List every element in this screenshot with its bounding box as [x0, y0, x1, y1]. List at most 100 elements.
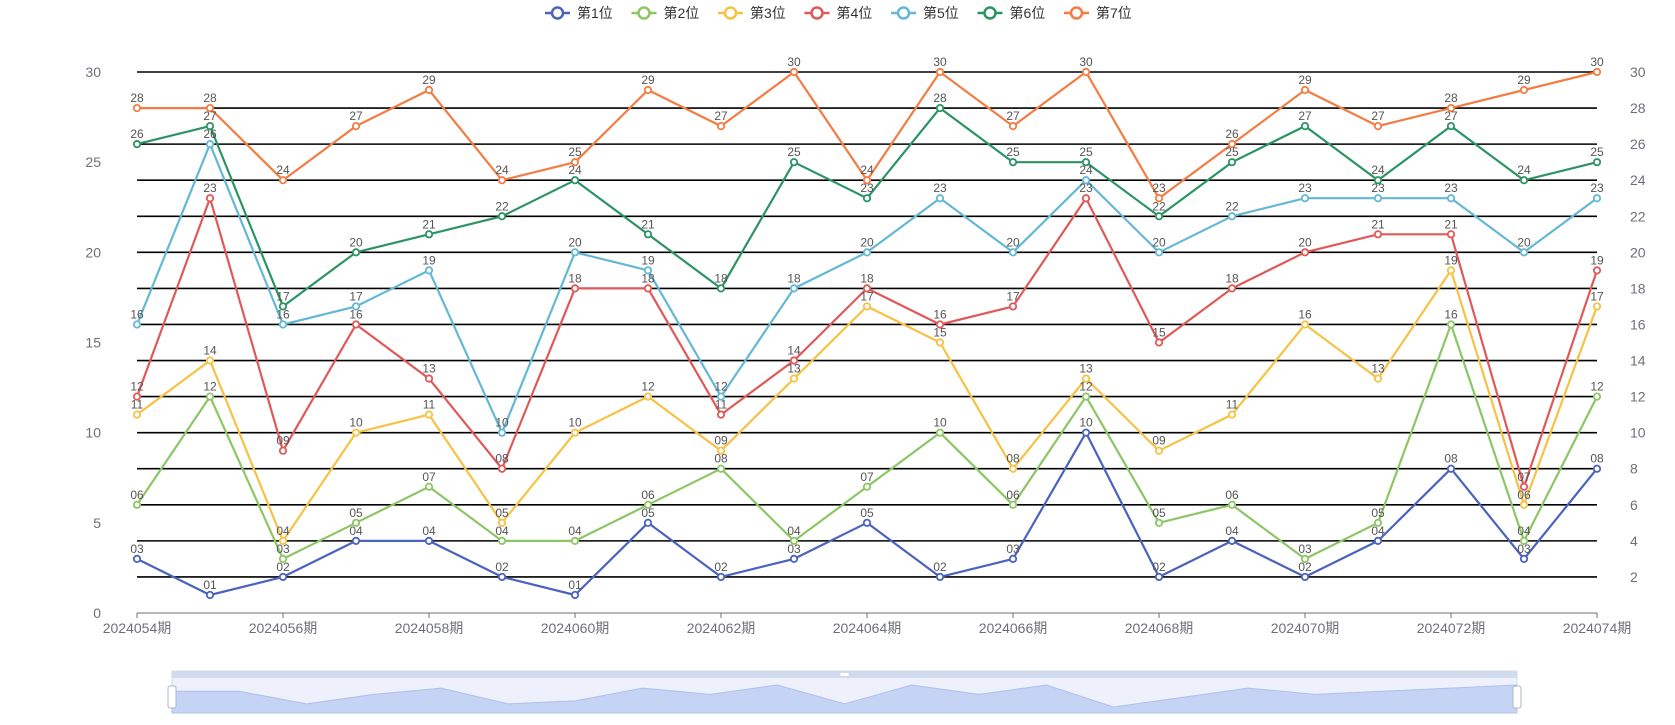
data-label: 27 — [1298, 109, 1312, 123]
zoom-handle-left[interactable] — [167, 685, 177, 709]
data-point — [1154, 446, 1164, 455]
data-point — [862, 518, 872, 527]
legend-label: 第7位 — [1096, 5, 1132, 21]
legend-item-3[interactable]: 第3位 — [718, 5, 786, 21]
data-zoom-slider[interactable] — [167, 670, 1522, 714]
data-point — [1592, 194, 1602, 203]
data-point — [278, 320, 288, 329]
data-label: 29 — [1298, 73, 1312, 87]
data-label: 28 — [203, 91, 217, 105]
data-label: 20 — [1006, 235, 1020, 249]
data-point — [716, 464, 726, 473]
data-point — [935, 572, 945, 582]
x-tick-label: 2024054期 — [103, 620, 172, 636]
data-point — [1519, 536, 1529, 545]
y-tick-label-right: 22 — [1630, 208, 1646, 224]
y-tick-label-right: 10 — [1630, 425, 1646, 441]
data-point — [1008, 500, 1018, 509]
legend-item-4[interactable]: 第4位 — [804, 5, 873, 21]
zoom-handle-right[interactable] — [1512, 685, 1522, 709]
data-label: 16 — [1298, 307, 1312, 321]
legend-item-6[interactable]: 第6位 — [977, 5, 1046, 21]
legend-label: 第4位 — [837, 5, 873, 21]
data-point — [935, 194, 945, 203]
data-label: 23 — [1590, 181, 1604, 195]
data-point — [205, 122, 215, 131]
data-label: 19 — [641, 253, 655, 267]
data-label: 09 — [714, 434, 728, 448]
data-point — [643, 284, 653, 293]
data-label: 06 — [641, 488, 655, 502]
legend-item-2[interactable]: 第2位 — [631, 5, 700, 21]
data-point — [570, 176, 580, 185]
data-point — [789, 67, 799, 77]
data-point — [935, 320, 945, 329]
data-label: 16 — [1444, 307, 1458, 321]
data-point — [1592, 67, 1602, 77]
data-label: 10 — [495, 416, 509, 430]
data-label: 05 — [495, 506, 509, 520]
data-label: 09 — [276, 434, 290, 448]
data-point — [1446, 230, 1456, 239]
legend-item-7[interactable]: 第7位 — [1064, 5, 1132, 21]
data-point — [716, 572, 726, 582]
data-label: 10 — [349, 416, 363, 430]
data-point — [132, 103, 142, 113]
data-label: 03 — [276, 542, 290, 556]
data-point — [1081, 392, 1091, 401]
data-point — [789, 158, 799, 167]
zoom-move-handle[interactable] — [840, 673, 849, 676]
data-point — [1519, 554, 1529, 564]
y-tick-label-left: 10 — [85, 425, 101, 441]
data-point — [643, 392, 653, 401]
data-label: 19 — [1590, 253, 1604, 267]
data-point — [1008, 158, 1018, 167]
data-label: 01 — [568, 578, 582, 592]
data-label: 23 — [933, 181, 947, 195]
data-point — [205, 140, 215, 149]
data-label: 12 — [1590, 380, 1604, 394]
data-point — [1373, 194, 1383, 203]
data-point — [1373, 374, 1383, 383]
y-tick-label-left: 15 — [85, 335, 101, 351]
data-label: 18 — [714, 271, 728, 285]
legend-label: 第5位 — [923, 5, 959, 21]
data-point — [497, 176, 507, 185]
data-label: 11 — [715, 398, 728, 412]
legend-item-1[interactable]: 第1位 — [545, 5, 613, 21]
y-tick-label-left: 30 — [85, 64, 101, 80]
data-point — [1592, 266, 1602, 275]
data-point — [1008, 248, 1018, 257]
data-label: 23 — [1079, 181, 1093, 195]
data-label: 07 — [422, 470, 436, 484]
data-label: 07 — [860, 470, 874, 484]
data-label: 28 — [130, 91, 144, 105]
x-tick-label: 2024064期 — [833, 620, 902, 636]
data-point — [1592, 302, 1602, 311]
data-point — [1227, 410, 1237, 419]
data-point — [1300, 122, 1310, 131]
data-point — [424, 410, 434, 419]
legend-label: 第1位 — [577, 5, 613, 21]
data-point — [1373, 176, 1383, 185]
data-point — [789, 356, 799, 365]
data-point — [1154, 212, 1164, 221]
data-label: 17 — [349, 289, 363, 303]
data-label: 23 — [860, 181, 874, 195]
data-point — [278, 554, 288, 564]
data-label: 27 — [349, 109, 363, 123]
data-point — [1154, 194, 1164, 203]
data-point — [1519, 500, 1529, 509]
legend-marker — [723, 6, 738, 20]
y-tick-label-left: 5 — [93, 515, 101, 531]
data-label: 18 — [641, 271, 655, 285]
legend-item-5[interactable]: 第5位 — [891, 5, 959, 21]
data-label: 24 — [1517, 163, 1531, 177]
data-label: 16 — [349, 307, 363, 321]
data-label: 12 — [203, 380, 217, 394]
data-point — [1300, 320, 1310, 329]
data-label: 26 — [1225, 127, 1239, 141]
y-tick-label-right: 30 — [1630, 64, 1646, 80]
data-point — [1446, 103, 1456, 113]
